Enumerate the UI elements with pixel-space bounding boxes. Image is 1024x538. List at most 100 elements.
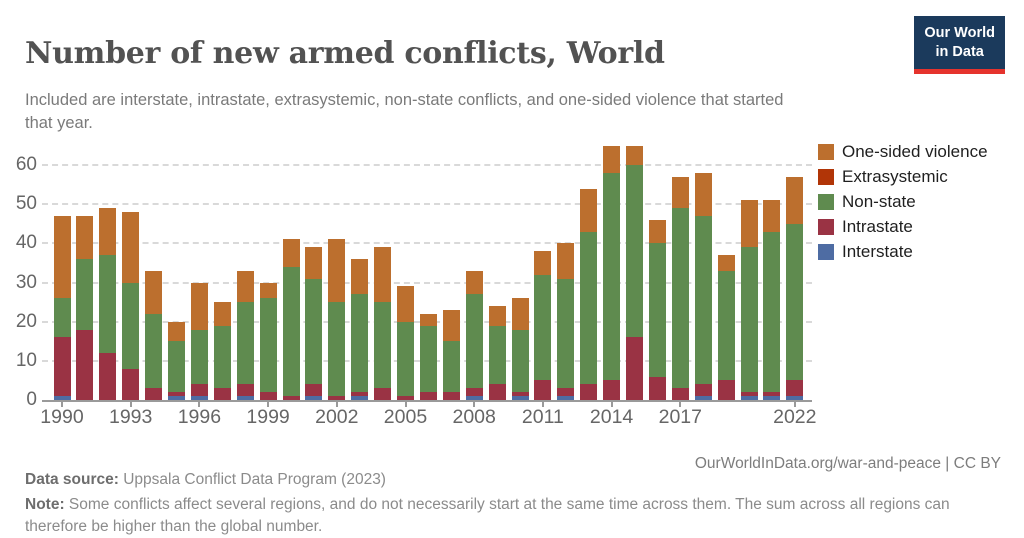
bar-segment-2018-interstate[interactable]: [695, 396, 712, 400]
bar-segment-2022-intrastate[interactable]: [786, 380, 803, 396]
bar-segment-2017-non-state[interactable]: [672, 208, 689, 388]
bar-segment-2006-non-state[interactable]: [420, 326, 437, 393]
bar-segment-1995-non-state[interactable]: [168, 341, 185, 392]
bar-segment-2016-non-state[interactable]: [649, 243, 666, 376]
bar-segment-2017-one-sided-violence[interactable]: [672, 177, 689, 208]
bar-segment-1993-non-state[interactable]: [122, 283, 139, 369]
bar-segment-1996-intrastate[interactable]: [191, 384, 208, 396]
bar-segment-1994-one-sided-violence[interactable]: [145, 271, 162, 314]
bar-segment-2003-non-state[interactable]: [351, 294, 368, 392]
legend-item-interstate[interactable]: Interstate: [818, 239, 988, 264]
bar-segment-2000-intrastate[interactable]: [283, 396, 300, 400]
bar-segment-2001-one-sided-violence[interactable]: [305, 247, 322, 278]
bar-segment-2012-one-sided-violence[interactable]: [557, 243, 574, 278]
bar-segment-2012-intrastate[interactable]: [557, 388, 574, 396]
bar-segment-2005-one-sided-violence[interactable]: [397, 286, 414, 321]
bar-segment-2001-interstate[interactable]: [305, 396, 322, 400]
bar-segment-2021-interstate[interactable]: [763, 396, 780, 400]
bar-segment-2014-non-state[interactable]: [603, 173, 620, 380]
bar-segment-1999-one-sided-violence[interactable]: [260, 283, 277, 299]
bar-segment-2020-non-state[interactable]: [741, 247, 758, 392]
bar-segment-2019-intrastate[interactable]: [718, 380, 735, 400]
bar-segment-2022-one-sided-violence[interactable]: [786, 177, 803, 224]
bar-segment-2014-one-sided-violence[interactable]: [603, 146, 620, 173]
bar-segment-2021-one-sided-violence[interactable]: [763, 200, 780, 231]
bar-segment-2016-intrastate[interactable]: [649, 377, 666, 400]
bar-segment-1993-one-sided-violence[interactable]: [122, 212, 139, 282]
bar-segment-2013-intrastate[interactable]: [580, 384, 597, 400]
bar-segment-2004-non-state[interactable]: [374, 302, 391, 388]
bar-segment-2008-interstate[interactable]: [466, 396, 483, 400]
bar-segment-1992-one-sided-violence[interactable]: [99, 208, 116, 255]
bar-segment-1998-one-sided-violence[interactable]: [237, 271, 254, 302]
bar-segment-1999-non-state[interactable]: [260, 298, 277, 392]
bar-segment-1997-non-state[interactable]: [214, 326, 231, 389]
bar-segment-2010-non-state[interactable]: [512, 330, 529, 393]
bar-segment-1995-intrastate[interactable]: [168, 392, 185, 396]
owid-logo[interactable]: Our World in Data: [914, 16, 1005, 74]
bar-segment-2003-interstate[interactable]: [351, 396, 368, 400]
bar-segment-1991-intrastate[interactable]: [76, 330, 93, 400]
bar-segment-2021-intrastate[interactable]: [763, 392, 780, 396]
bar-segment-2011-intrastate[interactable]: [534, 380, 551, 400]
bar-segment-1990-intrastate[interactable]: [54, 337, 71, 396]
bar-segment-1999-intrastate[interactable]: [260, 392, 277, 400]
bar-segment-2011-one-sided-violence[interactable]: [534, 251, 551, 274]
bar-segment-1997-one-sided-violence[interactable]: [214, 302, 231, 325]
bar-segment-2005-intrastate[interactable]: [397, 396, 414, 400]
bar-segment-2020-one-sided-violence[interactable]: [741, 200, 758, 247]
bar-segment-1992-intrastate[interactable]: [99, 353, 116, 400]
bar-segment-2017-intrastate[interactable]: [672, 388, 689, 400]
bar-segment-2013-non-state[interactable]: [580, 232, 597, 385]
bar-segment-1990-non-state[interactable]: [54, 298, 71, 337]
bar-segment-2018-non-state[interactable]: [695, 216, 712, 384]
bar-segment-2001-non-state[interactable]: [305, 279, 322, 385]
bar-segment-2022-interstate[interactable]: [786, 396, 803, 400]
bar-segment-2019-one-sided-violence[interactable]: [718, 255, 735, 271]
bar-segment-2010-interstate[interactable]: [512, 396, 529, 400]
bar-segment-2018-one-sided-violence[interactable]: [695, 173, 712, 216]
bar-segment-2011-non-state[interactable]: [534, 275, 551, 381]
bar-segment-2000-non-state[interactable]: [283, 267, 300, 396]
bar-segment-2009-one-sided-violence[interactable]: [489, 306, 506, 326]
bar-segment-2000-one-sided-violence[interactable]: [283, 239, 300, 266]
bar-segment-2010-intrastate[interactable]: [512, 392, 529, 396]
bar-segment-2007-one-sided-violence[interactable]: [443, 310, 460, 341]
bar-segment-1990-one-sided-violence[interactable]: [54, 216, 71, 298]
bar-segment-2006-one-sided-violence[interactable]: [420, 314, 437, 326]
bar-segment-1993-intrastate[interactable]: [122, 369, 139, 400]
bar-segment-2018-intrastate[interactable]: [695, 384, 712, 396]
legend-item-non-state[interactable]: Non-state: [818, 189, 988, 214]
bar-segment-2003-intrastate[interactable]: [351, 392, 368, 396]
bar-segment-2008-one-sided-violence[interactable]: [466, 271, 483, 294]
legend-item-extrasystemic[interactable]: Extrasystemic: [818, 164, 988, 189]
bar-segment-2015-non-state[interactable]: [626, 165, 643, 337]
bar-segment-2007-intrastate[interactable]: [443, 392, 460, 400]
bar-segment-1990-interstate[interactable]: [54, 396, 71, 400]
bar-segment-2001-intrastate[interactable]: [305, 384, 322, 396]
bar-segment-1992-non-state[interactable]: [99, 255, 116, 353]
bar-segment-2004-intrastate[interactable]: [374, 388, 391, 400]
bar-segment-2002-non-state[interactable]: [328, 302, 345, 396]
legend-item-one-sided-violence[interactable]: One-sided violence: [818, 139, 988, 164]
bar-segment-2008-intrastate[interactable]: [466, 388, 483, 396]
bar-segment-2009-intrastate[interactable]: [489, 384, 506, 400]
bar-segment-1998-non-state[interactable]: [237, 302, 254, 384]
bar-segment-1995-interstate[interactable]: [168, 396, 185, 400]
bar-segment-2006-intrastate[interactable]: [420, 392, 437, 400]
legend-item-intrastate[interactable]: Intrastate: [818, 214, 988, 239]
bar-segment-2007-non-state[interactable]: [443, 341, 460, 392]
bar-segment-1994-intrastate[interactable]: [145, 388, 162, 400]
bar-segment-2009-non-state[interactable]: [489, 326, 506, 385]
bar-segment-1996-one-sided-violence[interactable]: [191, 283, 208, 330]
bar-segment-2014-intrastate[interactable]: [603, 380, 620, 400]
bar-segment-2003-one-sided-violence[interactable]: [351, 259, 368, 294]
bar-segment-2021-non-state[interactable]: [763, 232, 780, 393]
bar-segment-1998-interstate[interactable]: [237, 396, 254, 400]
bar-segment-2020-interstate[interactable]: [741, 396, 758, 400]
bar-segment-2012-interstate[interactable]: [557, 396, 574, 400]
bar-segment-2020-intrastate[interactable]: [741, 392, 758, 396]
bar-segment-2013-one-sided-violence[interactable]: [580, 189, 597, 232]
bar-segment-2012-non-state[interactable]: [557, 279, 574, 389]
bar-segment-1994-non-state[interactable]: [145, 314, 162, 388]
